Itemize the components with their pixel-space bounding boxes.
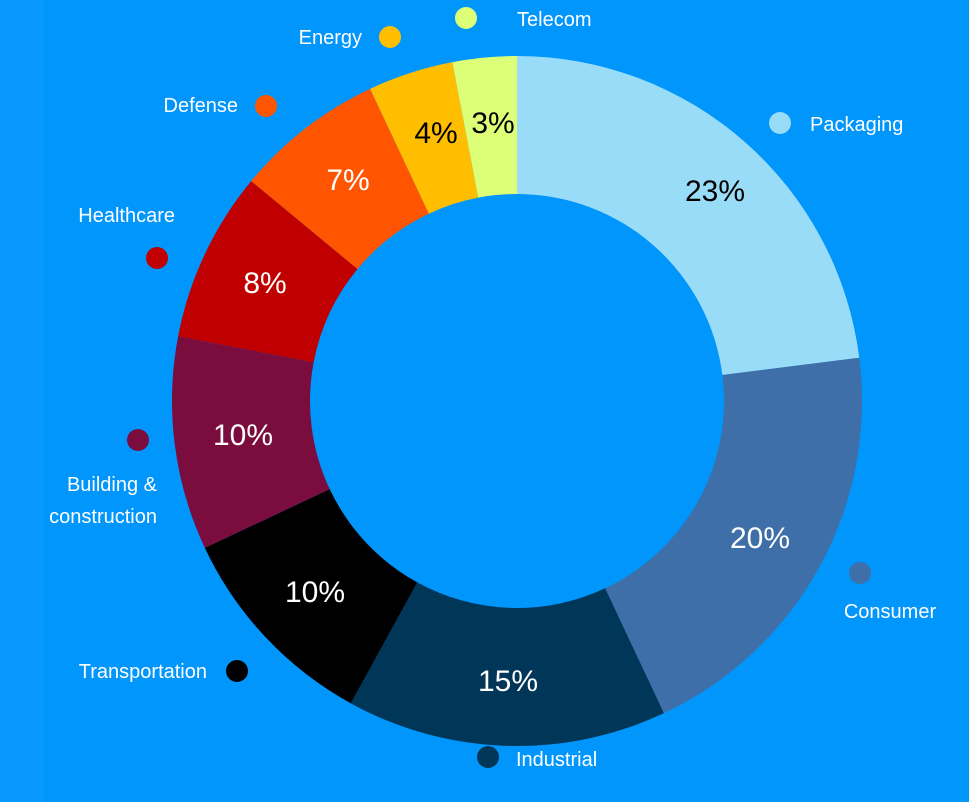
donut-slice xyxy=(251,88,429,270)
legend-swatch xyxy=(226,660,248,682)
donut-slice xyxy=(370,62,479,214)
value-label: 8% xyxy=(243,267,286,300)
legend-label: Industrial xyxy=(516,749,598,771)
legend-swatch xyxy=(127,429,149,451)
donut-slice xyxy=(204,489,418,704)
value-label: 23% xyxy=(685,175,745,208)
legend-swatch xyxy=(146,247,168,269)
legend-swatch xyxy=(379,26,401,48)
legend-label: Transportation xyxy=(78,661,207,683)
legend-swatch xyxy=(455,7,477,29)
donut-slice xyxy=(178,181,358,363)
donut-slice xyxy=(172,336,330,548)
value-label: 10% xyxy=(213,419,273,452)
donut-slice xyxy=(350,582,664,746)
value-label: 3% xyxy=(471,107,514,140)
legend-label: Telecom xyxy=(517,9,592,31)
legend-label: Healthcare xyxy=(78,205,175,227)
legend-label: Defense xyxy=(163,95,239,117)
donut-slice xyxy=(605,357,863,714)
value-label: 15% xyxy=(478,665,538,698)
legend-swatch xyxy=(255,95,277,117)
legend-swatch xyxy=(849,562,871,584)
legend-swatch xyxy=(477,746,499,768)
legend-label: Building & construction xyxy=(49,474,157,528)
value-label: 10% xyxy=(285,576,345,609)
legend-label: Energy xyxy=(298,27,362,49)
donut-slice xyxy=(517,56,860,376)
value-label: 20% xyxy=(730,522,790,555)
value-label: 4% xyxy=(414,117,457,150)
donut-slice xyxy=(452,56,517,198)
side-strip xyxy=(0,0,44,802)
legend-swatch xyxy=(769,112,791,134)
value-label: 7% xyxy=(326,164,369,197)
legend-label: Packaging xyxy=(810,114,904,136)
legend-label: Consumer xyxy=(843,601,937,623)
